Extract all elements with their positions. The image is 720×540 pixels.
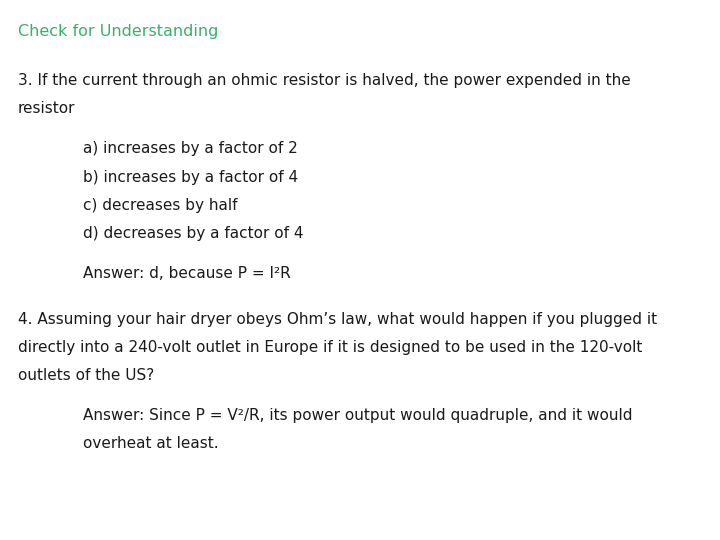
- Text: resistor: resistor: [18, 101, 76, 116]
- Text: directly into a 240-volt outlet in Europe if it is designed to be used in the 12: directly into a 240-volt outlet in Europ…: [18, 340, 642, 355]
- Text: overheat at least.: overheat at least.: [83, 436, 218, 451]
- Text: outlets of the US?: outlets of the US?: [18, 368, 154, 383]
- Text: Answer: d, because P = I²R: Answer: d, because P = I²R: [83, 266, 291, 281]
- Text: Check for Understanding: Check for Understanding: [18, 24, 218, 39]
- Text: d) decreases by a factor of 4: d) decreases by a factor of 4: [83, 226, 303, 241]
- Text: 3. If the current through an ohmic resistor is halved, the power expended in the: 3. If the current through an ohmic resis…: [18, 73, 631, 88]
- Text: Answer: Since P = V²/R, its power output would quadruple, and it would: Answer: Since P = V²/R, its power output…: [83, 408, 632, 423]
- Text: c) decreases by half: c) decreases by half: [83, 198, 238, 213]
- Text: a) increases by a factor of 2: a) increases by a factor of 2: [83, 141, 297, 157]
- Text: b) increases by a factor of 4: b) increases by a factor of 4: [83, 170, 298, 185]
- Text: 4. Assuming your hair dryer obeys Ohm’s law, what would happen if you plugged it: 4. Assuming your hair dryer obeys Ohm’s …: [18, 312, 657, 327]
